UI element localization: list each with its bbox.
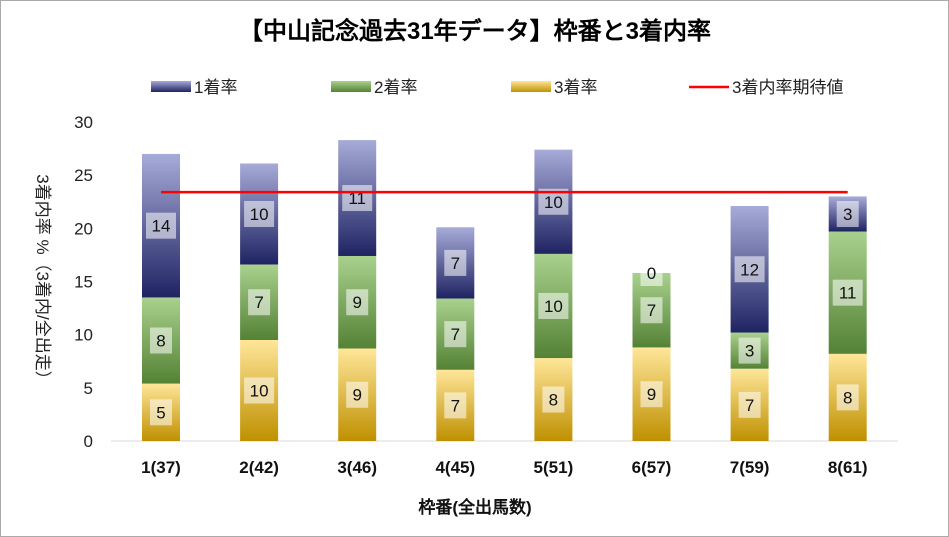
legend-label: 3着内率期待値: [732, 78, 843, 97]
y-axis: 0 5 10 15 20 25 30: [74, 113, 93, 451]
data-label-bg: [832, 279, 863, 306]
data-label-bg: [444, 321, 467, 348]
x-tick-label: 6(57): [632, 458, 672, 477]
y-tick-label: 30: [74, 113, 93, 132]
data-label-bg: [836, 200, 859, 227]
x-tick-label: 8(61): [828, 458, 868, 477]
data-label: 12: [740, 260, 759, 279]
legend: 1着率 2着率 3着率 3着内率期待値: [151, 78, 843, 97]
x-tick-label: 4(45): [435, 458, 475, 477]
y-tick-label: 20: [74, 219, 93, 238]
data-label-bg: [640, 297, 663, 324]
data-label-bg: [342, 185, 373, 212]
data-label: 10: [250, 205, 269, 224]
y-tick-label: 10: [74, 326, 93, 345]
legend-swatch: [511, 81, 551, 92]
data-label: 10: [544, 193, 563, 212]
data-label-bg: [640, 381, 663, 408]
data-label: 5: [156, 403, 165, 422]
data-label-bg: [738, 337, 761, 364]
data-label: 8: [843, 388, 852, 407]
y-tick-label: 0: [84, 432, 93, 451]
x-axis: 1(37) 2(42) 3(46) 4(45) 5(51) 6(57) 7(59) 8(61): [141, 458, 867, 477]
data-label: 7: [451, 254, 460, 273]
legend-label: 3着率: [554, 78, 597, 97]
y-tick-label: 15: [74, 273, 93, 292]
x-tick-label: 5(51): [534, 458, 574, 477]
legend-swatch: [331, 81, 371, 92]
data-label-bg: [444, 392, 467, 419]
data-label: 14: [152, 217, 171, 236]
x-tick-label: 3(46): [337, 458, 377, 477]
data-label-bg: [248, 289, 271, 316]
data-label: 9: [647, 385, 656, 404]
data-label-bg: [146, 212, 176, 239]
data-label-bg: [444, 249, 467, 276]
data-label: 9: [352, 293, 361, 312]
data-label: 7: [451, 325, 460, 344]
chart-title: 【中山記念過去31年データ】枠番と3着内率: [239, 17, 711, 45]
data-label: 10: [250, 381, 269, 400]
data-label-bg: [346, 289, 369, 316]
x-axis-label: 枠番(全出馬数): [418, 497, 531, 517]
legend-label: 1着率: [194, 78, 237, 97]
data-label-bg: [538, 292, 569, 319]
data-label: 7: [254, 293, 263, 312]
x-tick-label: 2(42): [239, 458, 279, 477]
data-label-bg: [150, 399, 172, 426]
data-label: 0: [647, 264, 656, 283]
data-label: 8: [156, 332, 165, 351]
data-label: 7: [451, 396, 460, 415]
y-tick-label: 25: [74, 166, 93, 185]
data-label: 10: [544, 297, 563, 316]
data-label-bg: [244, 377, 275, 404]
data-label-bg: [346, 381, 369, 408]
data-label-bg: [738, 391, 761, 418]
data-label-bg: [734, 256, 765, 283]
x-tick-label: 1(37): [141, 458, 181, 477]
data-label-bg: [542, 386, 565, 413]
y-tick-label: 5: [84, 379, 93, 398]
data-label: 7: [647, 301, 656, 320]
data-label: 9: [352, 386, 361, 405]
data-label: 8: [549, 391, 558, 410]
y-axis-label: 3着内率 %（3着内/全出走）: [33, 174, 52, 387]
data-label: 7: [745, 396, 754, 415]
data-label: 3: [745, 342, 754, 361]
data-label: 11: [839, 284, 857, 303]
data-label-bg: [836, 384, 859, 411]
data-label-bg: [244, 200, 275, 227]
data-label: 11: [348, 189, 366, 208]
data-label-bg: [150, 327, 172, 354]
data-label-bg: [640, 259, 663, 286]
legend-swatch: [151, 81, 191, 92]
x-tick-label: 7(59): [730, 458, 770, 477]
bars: 5 8 14 10 7 10 9 9 11 7 7 7 8 10 10 9 7 0 7 3 12 8 11 3: [142, 140, 867, 441]
data-label: 3: [843, 205, 852, 224]
legend-label: 2着率: [374, 78, 417, 97]
